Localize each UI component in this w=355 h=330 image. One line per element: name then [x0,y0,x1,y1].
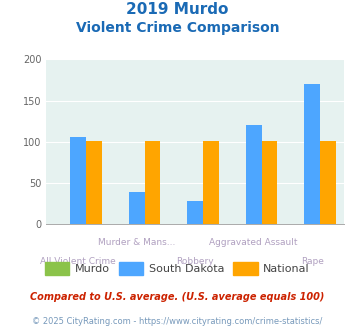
Text: Rape: Rape [301,257,324,266]
Text: All Violent Crime: All Violent Crime [40,257,116,266]
Bar [304,84,320,224]
Text: Robbery: Robbery [176,257,214,266]
Bar [320,141,336,224]
Bar [203,141,219,224]
Bar [145,141,160,224]
Text: Murder & Mans...: Murder & Mans... [98,238,175,247]
Bar [129,192,145,224]
Text: 2019 Murdo: 2019 Murdo [126,2,229,16]
Text: Compared to U.S. average. (U.S. average equals 100): Compared to U.S. average. (U.S. average … [30,292,325,302]
Text: Violent Crime Comparison: Violent Crime Comparison [76,21,279,35]
Bar [70,137,86,224]
Bar [187,201,203,224]
Text: Aggravated Assault: Aggravated Assault [209,238,298,247]
Legend: Murdo, South Dakota, National: Murdo, South Dakota, National [40,258,315,279]
Bar [262,141,277,224]
Bar [246,124,262,224]
Text: © 2025 CityRating.com - https://www.cityrating.com/crime-statistics/: © 2025 CityRating.com - https://www.city… [32,317,323,326]
Bar [86,141,102,224]
